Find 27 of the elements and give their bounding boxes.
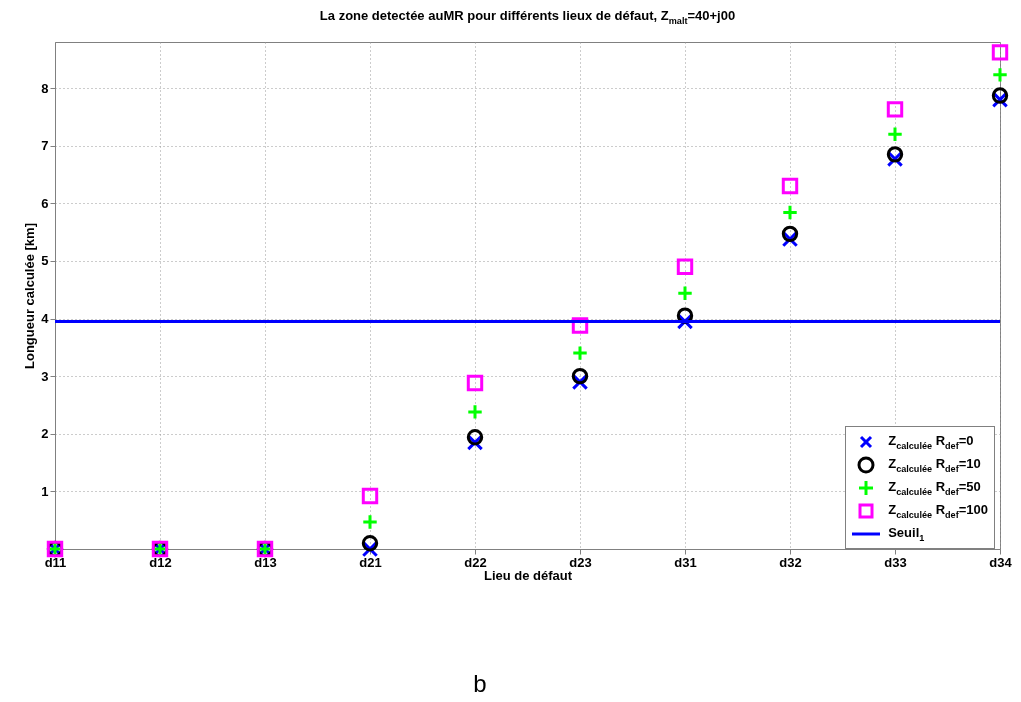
chart-title: La zone detectée auMR pour différents lieux de défaut, Z$_{malt}$=40+j00 — [318, 8, 737, 26]
legend-label: Z$_{calculée}$ R$_{def}$=50 — [888, 478, 981, 497]
x-tick-label: d12 — [149, 554, 172, 570]
legend-label: Z$_{calculée}$ R$_{def}$=100 — [888, 501, 988, 520]
x-tick-label: d32 — [779, 554, 802, 570]
y-tick-label: 2 — [41, 426, 49, 442]
x-tick-label: d34 — [989, 554, 1013, 570]
x-axis-title: Lieu de défaut — [483, 567, 573, 583]
y-tick-label: 4 — [41, 311, 50, 327]
legend-label: Z$_{calculée}$ R$_{def}$=10 — [888, 455, 981, 474]
y-tick-label: 7 — [41, 138, 49, 154]
x-tick-label: d21 — [359, 554, 382, 570]
x-tick-label: d23 — [569, 554, 592, 570]
text: b — [472, 670, 488, 698]
x-tick-label: d22 — [464, 554, 487, 570]
y-tick-label: 1 — [41, 483, 49, 499]
y-tick-label: 5 — [41, 253, 49, 269]
x-tick-label: d31 — [674, 554, 697, 570]
y-axis-title: Longueur calculée [km] — [22, 223, 38, 369]
legend-label: Z$_{calculée}$ R$_{def}$=0 — [888, 432, 974, 451]
x-tick-label: d33 — [884, 554, 907, 570]
x-tick-label: d13 — [254, 554, 277, 570]
y-tick-label: 3 — [41, 368, 49, 384]
y-tick-label: 6 — [41, 195, 49, 211]
x-tick-label: d11 — [44, 554, 67, 570]
legend-label: Seuil$_{1}$ — [888, 524, 925, 543]
y-tick-label: 8 — [41, 80, 49, 96]
